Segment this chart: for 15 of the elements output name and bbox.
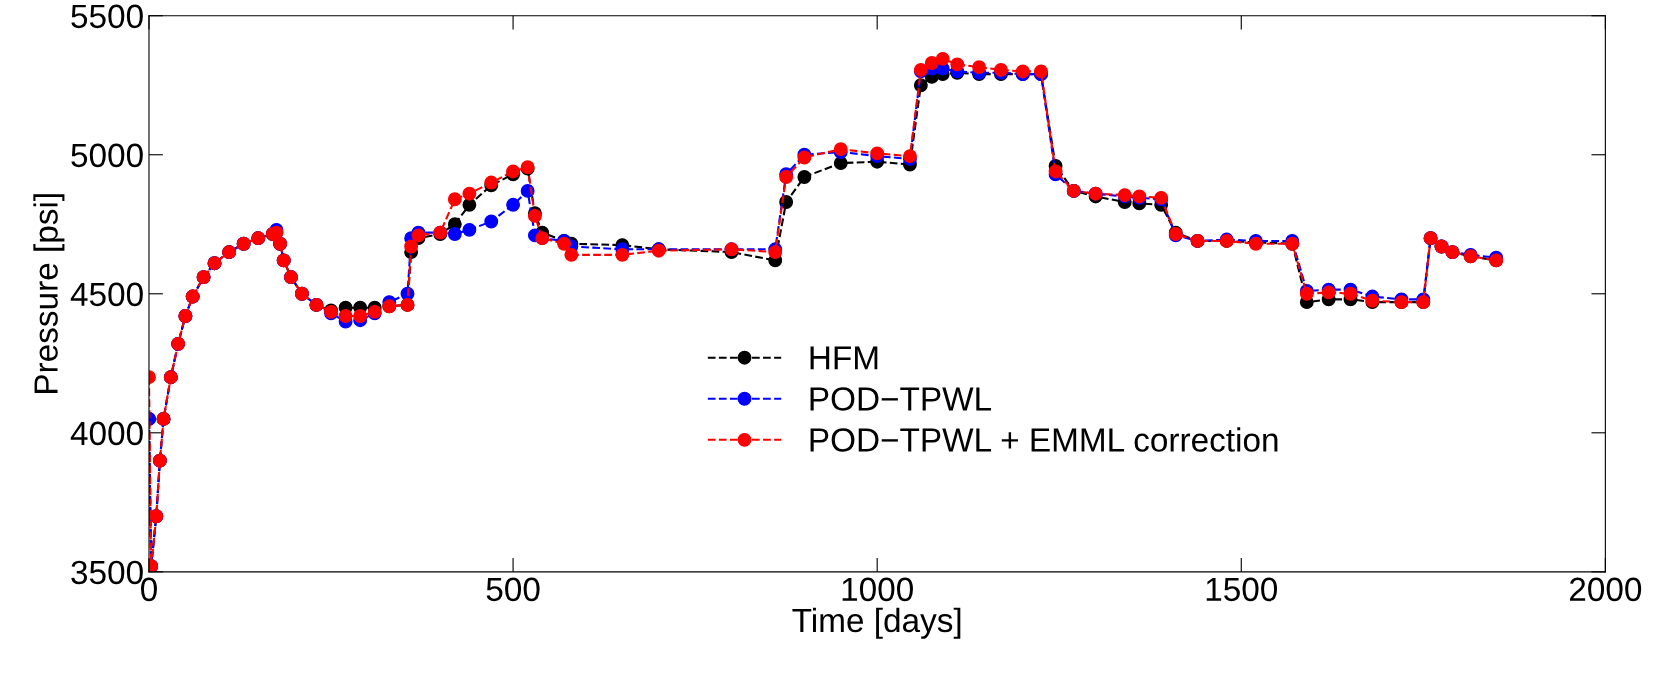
y-tick-label: 5500 xyxy=(71,4,143,29)
x-tick-label: 0 xyxy=(141,577,157,602)
y-tick-label: 4000 xyxy=(70,421,143,446)
x-tick-label: 2000 xyxy=(1569,577,1642,602)
x-tick-label: 500 xyxy=(486,577,540,602)
y-tick-label: 5000 xyxy=(71,143,143,168)
y-axis-title: Pressure [psi] xyxy=(33,194,65,393)
legend-label: HFM xyxy=(810,346,878,370)
legend-label: POD−TPWL + EMML correction xyxy=(810,427,1278,452)
y-tick-label: 3500 xyxy=(71,560,143,585)
legend-label: POD−TPWL xyxy=(810,387,992,411)
x-tick-label: 1500 xyxy=(1206,577,1278,602)
x-axis-title: Time [days] xyxy=(792,607,961,639)
x-tick-label: 1000 xyxy=(842,577,913,602)
y-tick-label: 4500 xyxy=(70,282,143,307)
